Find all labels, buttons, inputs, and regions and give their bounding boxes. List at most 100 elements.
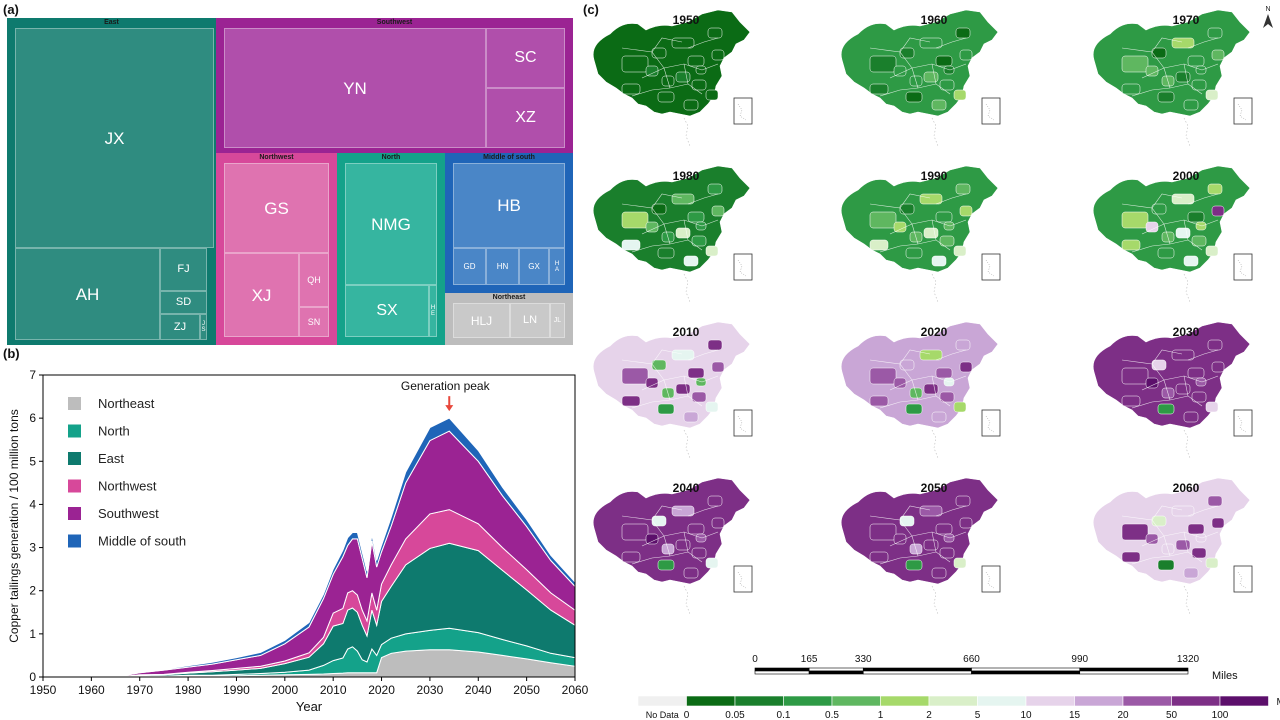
- map-province-region: [683, 255, 699, 267]
- map-province-region: [919, 505, 943, 517]
- map-province-region: [959, 205, 973, 217]
- legend-color-swatch: [1122, 695, 1172, 707]
- map-province-region: [899, 515, 915, 527]
- map-boundary-line: [917, 239, 937, 245]
- map-province-region: [645, 377, 659, 389]
- map-province-region: [621, 239, 641, 251]
- y-tick-label: 1: [29, 627, 36, 641]
- treemap-cell-ha: H A: [549, 248, 565, 285]
- treemap-group-north: North NMG SX H E: [337, 153, 445, 345]
- map-year-label: 1960: [921, 13, 948, 27]
- scale-bar-segment: [971, 670, 1081, 675]
- map-province-region: [953, 89, 967, 101]
- x-tick-label: 1980: [175, 683, 202, 697]
- map-year-label: 1980: [673, 169, 700, 183]
- treemap-cell-gd: GD: [453, 248, 486, 285]
- map-inset-islands: [985, 103, 995, 121]
- legend-break-label: 0.05: [725, 710, 745, 720]
- map-boundary-line: [917, 551, 937, 557]
- map-province-region: [1205, 557, 1219, 569]
- treemap-cell-label: GX: [528, 261, 540, 271]
- treemap-cell-label: H E: [430, 305, 436, 317]
- map-province-region: [869, 395, 889, 407]
- legend-label: East: [98, 451, 124, 466]
- map-province-region: [869, 211, 897, 229]
- scale-bar-segment: [971, 667, 1081, 672]
- treemap-cell-label: J S: [201, 321, 206, 333]
- map-boundary-line: [669, 551, 689, 557]
- scale-bar-tick: 990: [1071, 654, 1088, 665]
- legend-color-swatch: [1025, 695, 1075, 707]
- legend-label: Middle of south: [98, 534, 186, 549]
- map-province-region: [939, 391, 955, 403]
- treemap-cell-label: QH: [307, 274, 321, 285]
- panel-label-c: (c): [583, 2, 599, 17]
- map-boundary-line: [687, 193, 719, 205]
- panel-label-b: (b): [3, 346, 20, 361]
- map-province-region: [657, 91, 675, 103]
- map-boundary-line: [1131, 87, 1171, 97]
- legend-swatch: [68, 452, 81, 465]
- map-province-region: [1175, 71, 1191, 83]
- annotation-label: Generation peak: [401, 379, 491, 393]
- map-province-region: [935, 211, 953, 223]
- map-boundary-line: [889, 67, 919, 89]
- x-tick-label: 2030: [417, 683, 444, 697]
- map-province-region: [695, 533, 707, 543]
- map-boundary-line: [669, 395, 689, 401]
- treemap-cell-jx: JX: [15, 28, 214, 248]
- map-province-region: [683, 411, 699, 423]
- map-boundary-line: [1131, 399, 1171, 409]
- treemap-group-title: Middle of south: [483, 154, 535, 161]
- map-boundary-line: [935, 37, 967, 49]
- treemap-cell-js: J S: [200, 314, 207, 340]
- treemap-group-middle-of-south: Middle of south HB GD HN GX H A: [445, 153, 573, 293]
- map-2010: 2010: [592, 321, 753, 459]
- map-boundary-line: [651, 349, 683, 365]
- map-boundary-line: [701, 375, 719, 383]
- map-province-region: [919, 193, 943, 205]
- legend-break-label: 0.1: [777, 710, 791, 720]
- treemap-group-title: North: [381, 154, 401, 161]
- treemap-cell-label: NMG: [371, 214, 411, 234]
- legend-break-label: 1: [878, 710, 884, 720]
- map-islands-line: [931, 429, 939, 459]
- map-boundary-line: [651, 505, 683, 521]
- map-province-region: [1205, 401, 1219, 413]
- y-tick-label: 3: [29, 541, 36, 555]
- scale-bar-segment: [1079, 670, 1189, 675]
- map-province-region: [1175, 383, 1191, 395]
- map-boundary-line: [935, 505, 967, 517]
- map-province-region: [671, 349, 695, 361]
- map-boundary-line: [641, 379, 671, 401]
- map-province-region: [923, 227, 939, 239]
- y-axis-label: Copper tailings generation / 100 million…: [7, 409, 21, 642]
- map-inset-box: [981, 565, 1001, 593]
- map-boundary-line: [935, 349, 967, 361]
- map-1980: 1980: [592, 165, 753, 303]
- map-year-label: 2030: [1173, 325, 1200, 339]
- map-year-label: 2060: [1173, 481, 1200, 495]
- map-inset-box: [733, 409, 753, 437]
- scale-bar-segment: [808, 670, 864, 675]
- treemap-chart: East JX AH FJ SD ZJ J S Southwest YN SC XZ Northwes…: [0, 0, 580, 350]
- treemap-cell-fj: FJ: [160, 248, 207, 291]
- map-boundary-line: [1151, 37, 1183, 53]
- map-province-region: [919, 37, 943, 49]
- map-boundary-line: [899, 505, 931, 521]
- map-boundary-line: [917, 83, 937, 89]
- treemap-cell-label: H A: [554, 260, 560, 273]
- legend-no-data-label: No Data: [646, 710, 679, 720]
- treemap-cell-gx: GX: [519, 248, 549, 285]
- map-province-region: [1187, 523, 1205, 535]
- map-inset-islands: [737, 415, 747, 433]
- map-boundary-line: [1187, 505, 1219, 517]
- map-province-region: [1157, 91, 1175, 103]
- map-inset-islands: [1237, 415, 1247, 433]
- map-province-region: [1121, 523, 1149, 541]
- legend-label: Northeast: [98, 396, 155, 411]
- panel-label-a: (a): [3, 2, 19, 17]
- map-province-region: [919, 349, 943, 361]
- peak-arrow-icon: [445, 405, 454, 412]
- y-tick-label: 4: [29, 497, 36, 511]
